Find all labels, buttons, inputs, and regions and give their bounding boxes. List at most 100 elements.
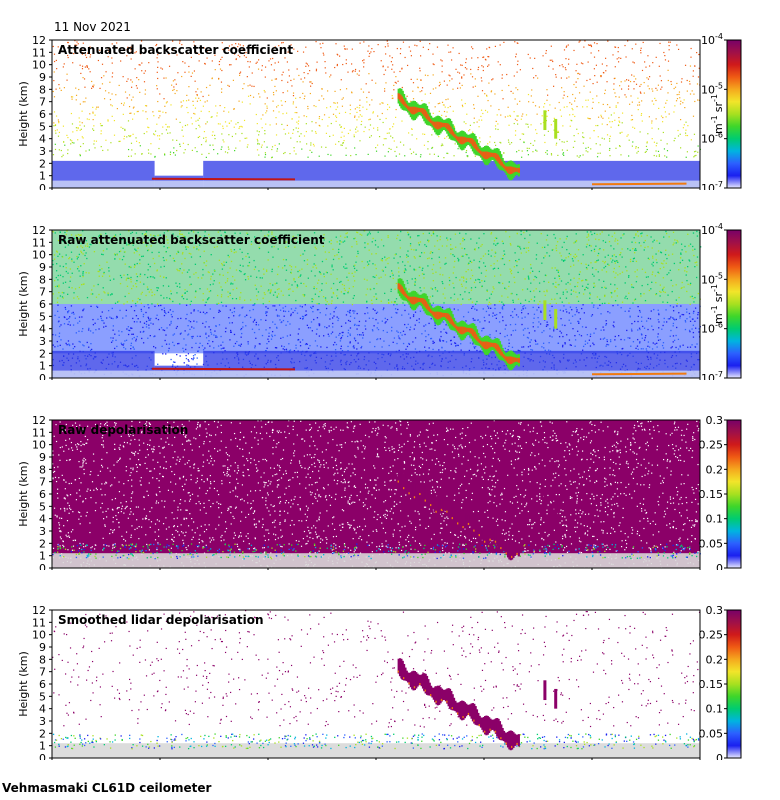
boundary-layer xyxy=(52,350,700,378)
y-tick-label: 0 xyxy=(39,562,46,570)
panel-title: Raw depolarisation xyxy=(58,423,188,437)
y-axis-label: Height (km) xyxy=(17,271,30,337)
colorbar: 10-7 10-6 10-5 10-4 m-1sr-1 xyxy=(701,32,742,190)
y-tick-label: 0 xyxy=(39,752,46,760)
y-tick-label: 12 xyxy=(32,224,46,237)
colorbar-tick-label: 0.1 xyxy=(706,513,724,526)
colorbar-tick-label: 0 xyxy=(716,752,723,760)
y-tick-label: 11 xyxy=(32,426,46,439)
y-tick-label: 12 xyxy=(32,604,46,617)
cloud-feature xyxy=(397,658,558,751)
colorbar-scale xyxy=(726,419,742,569)
colorbar: 0 0.05 0.1 0.15 0.2 0.25 0.3 xyxy=(699,604,742,760)
plot-area xyxy=(52,420,700,568)
colorbar-tick-label: 0.25 xyxy=(699,439,724,452)
y-tick-label: 7 xyxy=(39,96,46,109)
y-tick-label: 10 xyxy=(32,439,46,452)
colorbar-tick-label: 0.3 xyxy=(706,604,724,617)
panel-title: Raw attenuated backscatter coefficient xyxy=(58,233,325,247)
y-tick-label: 11 xyxy=(32,616,46,629)
plot-area xyxy=(52,610,700,758)
y-tick-label: 4 xyxy=(39,323,46,336)
y-tick-label: 10 xyxy=(32,59,46,72)
y-tick-label: 4 xyxy=(39,133,46,146)
y-tick-label: 4 xyxy=(39,513,46,526)
colorbar-unit: m-1sr-1 xyxy=(710,284,725,324)
y-tick-label: 1 xyxy=(39,360,46,373)
x-axis: 00:0004:0008:0012:0016:0020:0000:00Time … xyxy=(51,568,701,570)
cloud-feature xyxy=(397,278,558,371)
y-tick-label: 6 xyxy=(39,108,46,121)
y-tick-label: 11 xyxy=(32,236,46,249)
colorbar-scale xyxy=(726,609,742,759)
y-tick-label: 9 xyxy=(39,261,46,274)
y-tick-label: 6 xyxy=(39,488,46,501)
noise-speckle xyxy=(52,40,701,159)
y-tick-label: 12 xyxy=(32,414,46,427)
boundary-layer xyxy=(52,543,701,568)
x-axis: 00:0004:0008:0012:0016:0020:0000:00Time … xyxy=(51,188,701,190)
y-tick-label: 9 xyxy=(39,641,46,654)
y-tick-label: 8 xyxy=(39,653,46,666)
y-tick-label: 6 xyxy=(39,678,46,691)
y-tick-label: 2 xyxy=(39,347,46,360)
instrument-label: Vehmasmaki CL61D ceilometer xyxy=(2,781,212,795)
boundary-layer xyxy=(52,160,700,188)
colorbar: 10-7 10-6 10-5 10-4 m-1sr-1 xyxy=(701,222,742,380)
colorbar-tick-label: 0.05 xyxy=(699,727,724,740)
cloud-feature xyxy=(397,468,558,561)
y-tick-label: 3 xyxy=(39,715,46,728)
colorbar-tick-label: 0.2 xyxy=(706,653,724,666)
y-tick-label: 2 xyxy=(39,537,46,550)
y-tick-label: 8 xyxy=(39,83,46,96)
y-tick-label: 10 xyxy=(32,629,46,642)
y-tick-label: 9 xyxy=(39,451,46,464)
y-tick-label: 1 xyxy=(39,170,46,183)
y-tick-label: 4 xyxy=(39,703,46,716)
y-tick-label: 5 xyxy=(39,500,46,513)
colorbar-tick-label: 10-5 xyxy=(701,271,723,286)
colorbar-tick-label: 0.25 xyxy=(699,629,724,642)
y-tick-label: 3 xyxy=(39,525,46,538)
colorbar-tick-label: 10-7 xyxy=(701,180,723,190)
y-tick-label: 11 xyxy=(32,46,46,59)
y-tick-label: 3 xyxy=(39,335,46,348)
cloud-feature xyxy=(397,88,558,181)
colorbar-tick-label: 0.15 xyxy=(699,678,724,691)
colorbar-scale xyxy=(726,39,742,189)
x-axis: 00:0004:0008:0012:0016:0020:0000:00Time … xyxy=(51,378,701,380)
y-axis-label: Height (km) xyxy=(17,651,30,717)
colorbar-tick-label: 10-4 xyxy=(701,222,723,237)
y-tick-label: 5 xyxy=(39,690,46,703)
y-tick-label: 7 xyxy=(39,476,46,489)
y-axis-label: Height (km) xyxy=(17,461,30,527)
panel-title: Attenuated backscatter coefficient xyxy=(58,43,293,57)
colorbar-tick-label: 0.15 xyxy=(699,488,724,501)
colorbar-tick-label: 10-6 xyxy=(701,131,723,146)
y-tick-label: 10 xyxy=(32,249,46,262)
y-tick-label: 3 xyxy=(39,145,46,158)
y-tick-label: 8 xyxy=(39,463,46,476)
y-tick-label: 1 xyxy=(39,550,46,563)
noise-speckle xyxy=(52,420,701,570)
y-tick-label: 1 xyxy=(39,740,46,753)
y-tick-label: 5 xyxy=(39,310,46,323)
colorbar-tick-label: 10-7 xyxy=(701,370,723,380)
colorbar-unit: m-1sr-1 xyxy=(710,94,725,134)
y-tick-label: 12 xyxy=(32,34,46,47)
noise-speckle xyxy=(52,610,701,728)
colorbar-tick-label: 0.3 xyxy=(706,414,724,427)
y-tick-label: 5 xyxy=(39,120,46,133)
y-tick-label: 8 xyxy=(39,273,46,286)
y-tick-label: 6 xyxy=(39,298,46,311)
y-tick-label: 2 xyxy=(39,727,46,740)
colorbar-tick-label: 0.2 xyxy=(706,463,724,476)
y-axis-label: Height (km) xyxy=(17,81,30,147)
boundary-layer xyxy=(52,733,700,758)
y-tick-label: 2 xyxy=(39,157,46,170)
